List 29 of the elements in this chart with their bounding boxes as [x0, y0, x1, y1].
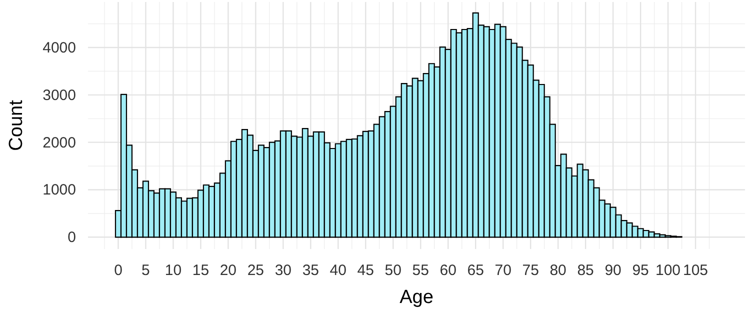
x-tick-label: 15: [192, 262, 210, 279]
x-tick-label: 105: [683, 262, 708, 279]
x-tick-label: 65: [467, 262, 484, 279]
x-tick-label: 45: [357, 262, 374, 279]
x-tick-label: 85: [577, 262, 594, 279]
x-tick-label: 30: [274, 262, 292, 279]
x-tick-label: 55: [412, 262, 429, 279]
x-axis-title: Age: [400, 287, 434, 308]
y-tick-label: 4000: [42, 40, 76, 57]
x-tick-label: 90: [604, 262, 622, 279]
x-tick-label: 50: [384, 262, 402, 279]
x-tick-label: 80: [550, 262, 566, 279]
x-tick-label: 70: [494, 262, 512, 279]
x-tick-label: 75: [522, 262, 539, 279]
x-tick-label: 20: [220, 262, 237, 279]
y-tick-label: 3000: [42, 86, 76, 104]
x-tick-label: 60: [440, 262, 456, 279]
x-tick-label: 0: [114, 262, 122, 279]
x-tick-label: 5: [142, 262, 150, 279]
x-tick-label: 10: [164, 262, 182, 279]
x-tick-label: 35: [302, 262, 320, 279]
x-tick-label: 25: [247, 262, 264, 279]
y-tick-label: 2000: [42, 134, 76, 152]
y-tick-label: 0: [68, 229, 76, 246]
x-tick-label: 40: [330, 262, 346, 279]
x-tick-label: 100: [656, 262, 681, 279]
y-axis-title: Count: [6, 99, 27, 151]
y-tick-label: 1000: [42, 182, 76, 199]
x-tick-label: 95: [632, 262, 649, 279]
